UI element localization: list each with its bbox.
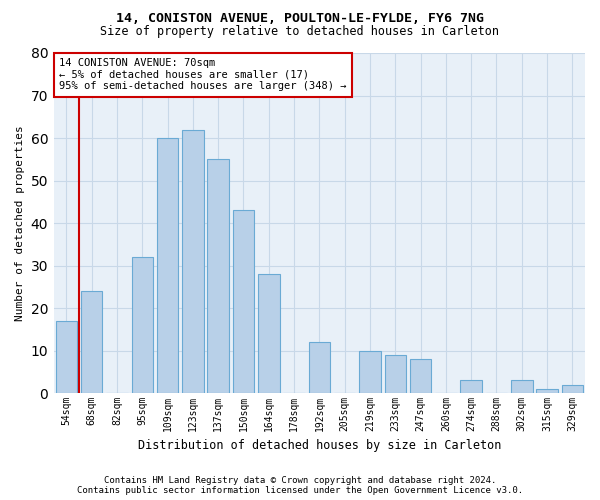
Bar — [233, 210, 254, 393]
Bar — [385, 355, 406, 393]
Bar — [182, 130, 203, 393]
Bar — [359, 350, 381, 393]
Bar — [258, 274, 280, 393]
Bar — [460, 380, 482, 393]
Bar — [208, 160, 229, 393]
Y-axis label: Number of detached properties: Number of detached properties — [15, 125, 25, 321]
Bar — [562, 384, 583, 393]
Text: Contains HM Land Registry data © Crown copyright and database right 2024.: Contains HM Land Registry data © Crown c… — [104, 476, 496, 485]
Bar — [536, 389, 558, 393]
Text: Size of property relative to detached houses in Carleton: Size of property relative to detached ho… — [101, 25, 499, 38]
Bar — [511, 380, 533, 393]
Bar — [410, 359, 431, 393]
Bar — [81, 291, 103, 393]
Bar — [131, 257, 153, 393]
Text: Contains public sector information licensed under the Open Government Licence v3: Contains public sector information licen… — [77, 486, 523, 495]
X-axis label: Distribution of detached houses by size in Carleton: Distribution of detached houses by size … — [137, 440, 501, 452]
Bar — [56, 321, 77, 393]
Bar — [308, 342, 330, 393]
Bar — [157, 138, 178, 393]
Text: 14, CONISTON AVENUE, POULTON-LE-FYLDE, FY6 7NG: 14, CONISTON AVENUE, POULTON-LE-FYLDE, F… — [116, 12, 484, 26]
Text: 14 CONISTON AVENUE: 70sqm
← 5% of detached houses are smaller (17)
95% of semi-d: 14 CONISTON AVENUE: 70sqm ← 5% of detach… — [59, 58, 347, 92]
